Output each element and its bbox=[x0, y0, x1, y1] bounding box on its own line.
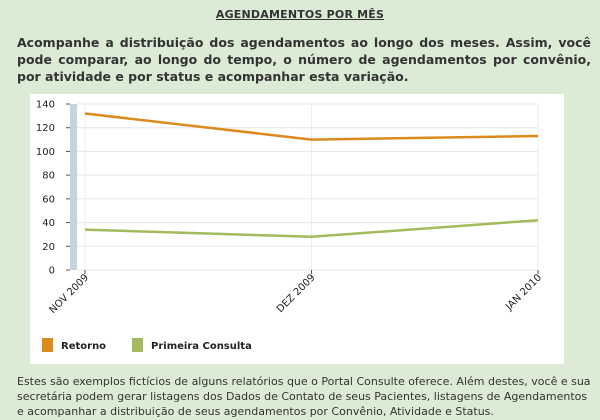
x-tick-label: NOV 2009 bbox=[48, 272, 92, 316]
y-tick-label: 40 bbox=[42, 218, 55, 229]
line-chart: 0 20 40 60 80 100 120 140 NOV 2009 DEZ 2009 JAN 2… bbox=[36, 100, 544, 352]
legend-label: Primeira Consulta bbox=[151, 341, 252, 352]
x-tick-label: DEZ 2009 bbox=[275, 272, 318, 315]
y-tick-label: 60 bbox=[42, 194, 55, 205]
y-tick-label: 20 bbox=[42, 242, 55, 253]
y-tick-label: 140 bbox=[36, 100, 55, 111]
series-line-retorno bbox=[84, 112, 539, 141]
footer-text: Estes são exemplos fictícios de alguns r… bbox=[17, 375, 591, 418]
y-tick-label: 0 bbox=[49, 266, 55, 277]
legend-label: Retorno bbox=[61, 341, 106, 352]
y-axis-band bbox=[70, 104, 77, 270]
x-tick-label: JAN 2010 bbox=[503, 272, 544, 313]
y-tick-label: 80 bbox=[42, 171, 55, 182]
legend-swatch bbox=[132, 338, 143, 352]
page-title: AGENDAMENTOS POR MÊS bbox=[215, 8, 385, 21]
y-tick-label: 100 bbox=[36, 147, 55, 158]
y-tick-label: 120 bbox=[36, 123, 55, 134]
chart-container: 0 20 40 60 80 100 120 140 NOV 2009 DEZ 2009 JAN 2… bbox=[30, 94, 564, 364]
legend-swatch bbox=[42, 338, 53, 352]
intro-text: Acompanhe a distribuição dos agendamento… bbox=[17, 35, 591, 84]
series-line-primeira-consulta bbox=[84, 218, 539, 239]
